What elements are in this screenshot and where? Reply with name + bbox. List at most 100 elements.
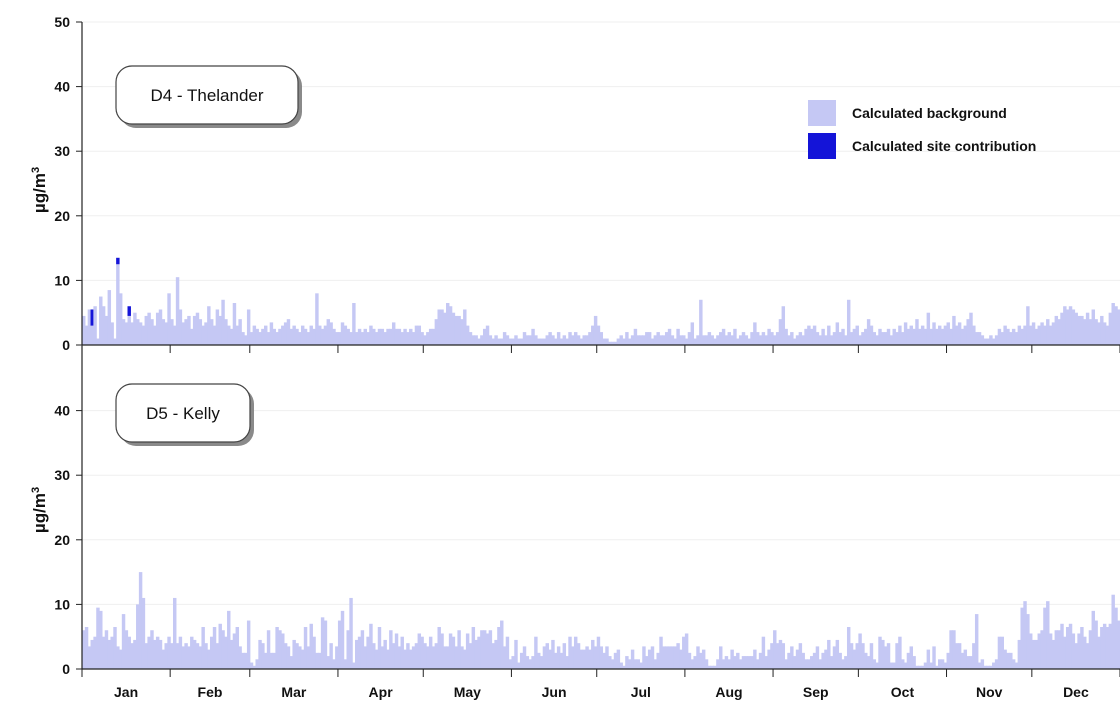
bar-background: [963, 325, 968, 345]
bar-background: [355, 332, 359, 345]
bar-background: [909, 646, 913, 669]
bar-background: [195, 643, 200, 669]
bar-background: [130, 322, 134, 345]
bar-background: [1020, 328, 1024, 345]
bar-background: [647, 332, 652, 345]
bar-background: [829, 335, 834, 345]
bar-background: [659, 335, 663, 345]
bar-background: [173, 597, 177, 669]
bar-background: [1040, 630, 1044, 669]
bar-background: [411, 332, 416, 345]
bar-background: [639, 662, 643, 669]
bar-background: [173, 325, 177, 345]
month-label: Dec: [1063, 684, 1089, 700]
bar-background: [300, 325, 305, 345]
bar-background: [107, 639, 112, 669]
bar-background: [522, 646, 527, 669]
bar-background: [99, 296, 103, 345]
bar-background: [136, 604, 140, 669]
bar-background: [753, 322, 757, 345]
bar-background: [488, 335, 493, 345]
month-label: Jan: [114, 684, 138, 700]
bar-background: [468, 332, 473, 345]
bar-background: [1017, 325, 1022, 345]
bar-background: [434, 319, 439, 345]
bar-background: [778, 319, 783, 345]
bar-background: [326, 656, 331, 669]
bar-background: [87, 309, 92, 345]
bar-background: [312, 636, 316, 669]
bar-background: [437, 309, 441, 345]
bar-background: [192, 315, 197, 345]
bar-background: [881, 332, 885, 345]
bar-background: [699, 299, 703, 345]
bar-background: [605, 646, 609, 669]
bar-background: [790, 332, 794, 345]
bar-background: [426, 646, 430, 669]
bar-background: [1057, 630, 1061, 669]
bar-background: [446, 646, 450, 669]
bar-background: [699, 652, 703, 669]
month-label: Jul: [631, 684, 651, 700]
bar-background: [625, 332, 629, 345]
bar-background: [858, 633, 862, 669]
bar-background: [616, 649, 621, 669]
bar-background: [846, 299, 851, 345]
bar-background: [875, 662, 879, 669]
bar-background: [554, 652, 558, 669]
bar-background: [787, 335, 791, 345]
axes: [76, 346, 1120, 677]
bar-background: [1026, 614, 1030, 669]
bar-background: [724, 335, 729, 345]
bar-background: [374, 649, 379, 669]
bar-background: [175, 643, 180, 669]
bar-background: [573, 636, 578, 669]
bar-background: [986, 665, 990, 669]
bar-background: [770, 643, 774, 669]
bar-background: [810, 656, 814, 669]
bar-background: [155, 636, 160, 669]
bar-background: [218, 315, 222, 345]
bar-background: [349, 597, 353, 669]
bar-background: [1080, 315, 1084, 345]
bar-background: [295, 643, 299, 669]
bar-background: [551, 639, 555, 669]
bar-background: [687, 652, 692, 669]
bar-background: [326, 319, 331, 345]
bar-background: [178, 309, 183, 345]
bar-background: [667, 328, 672, 345]
bar-background: [1054, 630, 1059, 669]
bar-background: [562, 643, 567, 669]
bar-background: [517, 338, 521, 345]
bar-background: [323, 325, 328, 345]
bar-background: [693, 338, 697, 345]
bar-background: [1026, 306, 1030, 345]
bar-background: [738, 659, 743, 669]
bar-background: [764, 335, 768, 345]
bar-background: [264, 652, 268, 669]
bar-background: [1102, 623, 1107, 669]
bar-background: [289, 656, 294, 669]
bar-background: [605, 338, 609, 345]
bar-background: [144, 643, 149, 669]
bar-background: [807, 325, 811, 345]
month-label: Apr: [369, 684, 394, 700]
bar-background: [352, 662, 356, 669]
bar-background: [204, 322, 208, 345]
bar-background: [440, 309, 444, 345]
bar-background: [266, 630, 271, 669]
month-label: Nov: [976, 684, 1003, 700]
bar-background: [303, 328, 308, 345]
bar-background: [474, 639, 478, 669]
bar-background: [192, 639, 197, 669]
bar-background: [1000, 636, 1005, 669]
bar-background: [949, 328, 953, 345]
bars: [82, 257, 1120, 345]
bar-background: [542, 338, 547, 345]
bar-background: [534, 335, 538, 345]
bar-background: [218, 623, 222, 669]
bar-background: [99, 610, 103, 669]
bar-background: [778, 639, 783, 669]
bar-background: [201, 325, 205, 345]
bar-background: [983, 338, 987, 345]
